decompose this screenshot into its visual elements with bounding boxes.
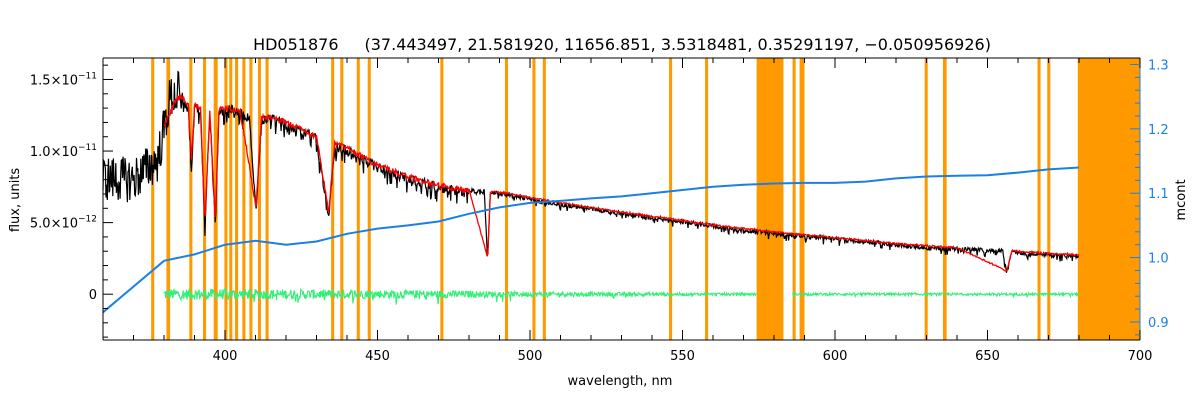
masked-region — [1077, 58, 1140, 340]
masked-region — [367, 58, 371, 340]
model-spectrum-series — [163, 94, 1080, 272]
masked-region — [705, 58, 709, 340]
chart-title-params: (37.443497, 21.581920, 11656.851, 3.5318… — [365, 35, 991, 54]
masked-region — [799, 58, 805, 340]
x-tick-label: 550 — [670, 349, 695, 364]
x-axis-ticks: 400 450 500 550 600 650 700 — [102, 58, 1153, 364]
right-y-tick-label: 1.1 — [1148, 187, 1169, 202]
y-axis-label: flux, units — [8, 168, 23, 233]
x-tick-label: 400 — [213, 349, 238, 364]
masked-region — [151, 58, 155, 340]
x-tick-label: 600 — [823, 349, 848, 364]
masked-region — [340, 58, 344, 340]
masked-region — [1047, 58, 1051, 340]
masked-region — [356, 58, 360, 340]
right-y-tick-label: 1.3 — [1148, 58, 1169, 73]
masked-region — [235, 58, 239, 340]
masked-region — [924, 58, 928, 340]
y-tick-label: 1.0×10−11 — [30, 143, 97, 160]
masked-region — [249, 58, 253, 340]
y-tick-label: 1.5×10−11 — [30, 71, 97, 88]
masked-region — [669, 58, 673, 340]
x-axis-label: wavelength, nm — [568, 374, 673, 389]
masked-region — [229, 58, 233, 340]
x-tick-label: 650 — [975, 349, 1000, 364]
masked-region — [166, 58, 171, 340]
right-y-axis-ticks: 0.9 1.0 1.1 1.2 1.3 — [1130, 58, 1169, 336]
masked-region — [1037, 58, 1041, 340]
masked-region — [504, 58, 509, 340]
masked-region — [440, 58, 444, 340]
masked-region — [792, 58, 796, 340]
masked-region — [189, 58, 193, 340]
x-tick-label: 700 — [1128, 349, 1153, 364]
right-y-tick-label: 1.2 — [1148, 123, 1169, 138]
masked-region — [756, 58, 784, 340]
right-y-tick-label: 1.0 — [1148, 252, 1169, 267]
continuum-series — [102, 166, 1080, 314]
chart-title: HD051876 (37.443497, 21.581920, 11656.851… — [253, 35, 991, 54]
masked-regions — [151, 58, 1140, 340]
continuum-line — [102, 166, 1080, 314]
masked-region — [257, 58, 261, 340]
masked-region — [942, 58, 947, 340]
y-tick-label: 0 — [89, 288, 97, 303]
right-y-axis-label: mcont — [1174, 179, 1189, 220]
residuals-series — [163, 287, 1079, 305]
x-tick-label: 450 — [365, 349, 390, 364]
masked-region — [265, 58, 269, 340]
x-tick-label: 500 — [518, 349, 543, 364]
masked-region — [224, 58, 228, 340]
masked-region — [331, 58, 335, 340]
y-axis-ticks: 0 5.0×10−12 1.0×10−11 1.5×10−11 — [30, 64, 113, 338]
right-y-tick-label: 0.9 — [1148, 316, 1169, 331]
model-spectrum-line — [163, 94, 1080, 272]
y-tick-label: 5.0×10−12 — [30, 215, 97, 232]
chart-title-star: HD051876 — [253, 35, 338, 54]
masked-region — [242, 58, 246, 340]
residuals-line — [163, 287, 1079, 305]
